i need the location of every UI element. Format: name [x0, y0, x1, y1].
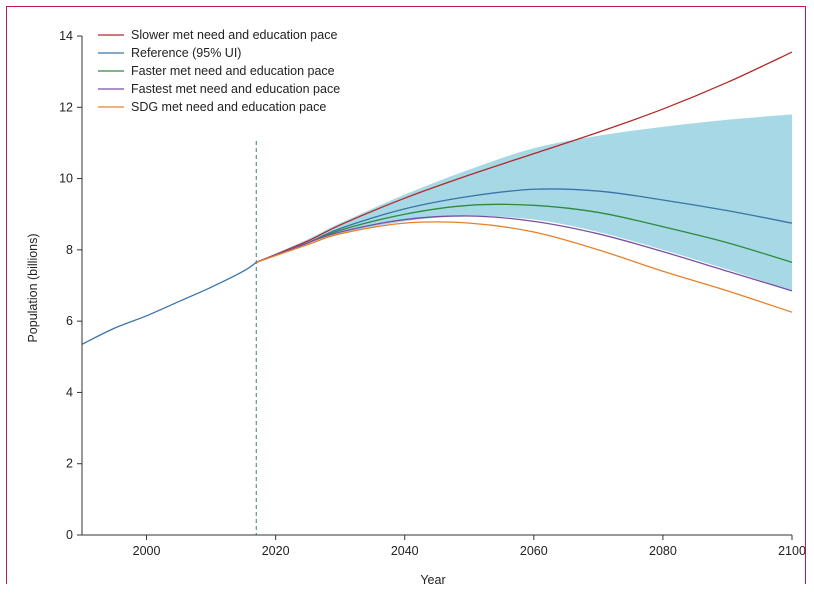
series-line-historical	[81, 261, 257, 345]
band-layer	[256, 114, 792, 291]
x-axis-title: Year	[420, 573, 445, 587]
y-tick-label: 0	[66, 528, 73, 542]
legend-layer: Slower met need and education pace Refere…	[98, 28, 340, 114]
y-tick-label: 4	[66, 385, 73, 399]
y-tick-label: 10	[59, 172, 73, 186]
legend-label-0: Slower met need and education pace	[131, 28, 337, 42]
axes-layer: 0 2 4 6 8 10 12 14 2000 2020 2040 2060 2080 2100	[59, 29, 806, 558]
x-tick-label: 2080	[649, 544, 677, 558]
legend-label-2: Faster met need and education pace	[131, 64, 335, 78]
series-line-3	[256, 215, 793, 292]
y-tick-label: 6	[66, 314, 73, 328]
series-line-1	[256, 188, 793, 263]
y-axis-title: Population (billions)	[26, 233, 40, 342]
x-tick-label: 2000	[133, 544, 161, 558]
legend-label-3: Fastest met need and education pace	[131, 82, 340, 96]
figure-frame	[6, 6, 806, 584]
y-tick-label: 14	[59, 29, 73, 43]
legend-label-1: Reference (95% UI)	[131, 46, 241, 60]
y-tick-label: 12	[59, 100, 73, 114]
legend-label-4: SDG met need and education pace	[131, 100, 326, 114]
x-tick-label: 2040	[391, 544, 419, 558]
y-tick-label: 2	[66, 457, 73, 471]
series-layer	[81, 51, 793, 345]
series-line-2	[256, 203, 793, 263]
series-line-0	[256, 51, 793, 263]
x-tick-label: 2020	[262, 544, 290, 558]
x-tick-label: 2100	[778, 544, 806, 558]
uncertainty-band	[256, 114, 792, 291]
series-line-4	[256, 221, 793, 313]
x-tick-label: 2060	[520, 544, 548, 558]
y-tick-label: 8	[66, 243, 73, 257]
